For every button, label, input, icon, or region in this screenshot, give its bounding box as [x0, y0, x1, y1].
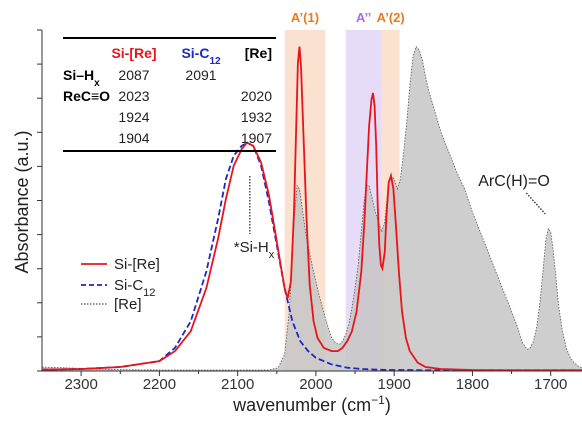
annotation-sih: *Si-Hx	[234, 239, 275, 261]
table-cell: 1904	[118, 130, 149, 146]
band-labels: A’(1) A’’ A’(2)	[291, 10, 405, 25]
x-tick-label: 1700	[534, 376, 567, 393]
re-series-line	[42, 45, 582, 371]
re-series-area	[42, 46, 582, 371]
x-tick-label: 2000	[299, 376, 332, 393]
table-cell: 2023	[118, 88, 149, 104]
legend-label-1: Si-[Re]	[114, 256, 160, 273]
band-label-3: A’(2)	[377, 10, 405, 25]
x-tick-label: 2100	[221, 376, 254, 393]
x-tick-label: 1800	[456, 376, 489, 393]
spectrum-series	[42, 45, 582, 371]
table-cell: 2091	[185, 67, 216, 83]
table-cell: 1907	[241, 130, 272, 146]
table-row-label: ReC≡O	[63, 88, 110, 104]
table-cell: 2020	[241, 88, 272, 104]
x-tick-label: 2300	[64, 376, 97, 393]
y-axis-title: Absorbance (a.u.)	[12, 130, 32, 273]
legend-label-3: [Re]	[114, 296, 142, 313]
table-header-3: [Re]	[245, 45, 272, 61]
table-cell: 1924	[118, 109, 149, 125]
annotations: ArC(H)=O *Si-Hx	[234, 173, 550, 261]
legend: Si-[Re] Si-C12[Re]	[81, 256, 160, 313]
annotation-arch-o: ArC(H)=O	[478, 173, 550, 190]
peak-table: Si-[Re] Si-C12 [Re] Si–Hx 2087 2091 ReC≡O 2023 2…	[63, 37, 276, 152]
si-c12-series-line	[42, 141, 582, 371]
band-label-2: A’’	[356, 10, 371, 25]
x-tick-label: 1900	[377, 376, 410, 393]
table-cell: 2087	[118, 67, 149, 83]
table-header-1: Si-[Re]	[111, 45, 156, 61]
si-re-series-line	[42, 46, 582, 371]
table-cell: 1932	[241, 109, 272, 125]
annotation-arch-o-leader	[525, 192, 546, 215]
band-label-1: A’(1)	[291, 10, 319, 25]
x-axis-title: wavenumber (cm−1)	[232, 393, 391, 415]
table-header-2: Si-C12	[181, 45, 221, 67]
table-row-label: Si–Hx	[63, 67, 100, 89]
legend-label-2: Si-C12	[114, 277, 155, 299]
axes: 2300 2200 2100 2000 1900 1800 1700	[37, 29, 582, 393]
x-tick-label: 2200	[143, 376, 176, 393]
